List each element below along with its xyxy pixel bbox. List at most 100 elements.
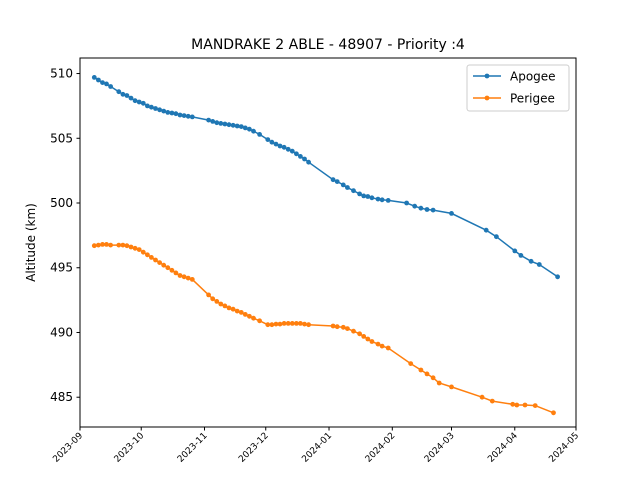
y-axis-label: Altitude (km) [24,203,38,282]
data-point-apogee [528,258,534,264]
data-point-apogee [222,121,228,127]
data-point-perigee [532,403,538,408]
data-point-apogee [132,98,138,104]
data-point-perigee [365,336,371,342]
y-tick-label: 500 [50,196,73,210]
data-point-apogee [430,207,436,213]
data-point-apogee [449,211,454,216]
data-point-apogee [161,108,167,114]
data-point-perigee [298,321,303,326]
data-point-apogee [424,207,430,212]
data-point-apogee [104,81,109,87]
data-point-apogee [285,146,291,152]
data-point-perigee [132,245,138,251]
data-point-apogee [536,262,542,267]
data-point-perigee [257,318,262,324]
data-point-perigee [242,312,248,317]
data-point-perigee [177,273,183,278]
data-point-perigee [430,375,436,381]
data-point-apogee [157,107,163,113]
data-point-perigee [222,303,228,309]
data-point-apogee [494,234,499,240]
data-point-apogee [302,156,307,162]
legend-label-apogee: Apogee [510,70,556,84]
data-point-perigee [91,243,97,249]
data-point-perigee [277,321,283,327]
data-point-apogee [185,113,191,119]
data-point-apogee [136,99,142,105]
data-point-apogee [153,106,158,111]
data-point-perigee [120,242,126,248]
legend-marker-perigee [484,95,490,101]
data-point-perigee [385,345,391,351]
data-point-perigee [181,274,187,280]
data-point-perigee [226,305,232,311]
data-point-apogee [351,188,356,194]
data-point-apogee [340,182,346,188]
data-point-perigee [449,384,454,390]
plot-frame [79,57,577,428]
data-point-apogee [294,151,299,157]
data-point-perigee [218,301,224,307]
legend-label-perigee: Perigee [510,92,555,106]
y-tick-label: 490 [50,325,73,339]
data-point-apogee [218,121,224,126]
data-point-perigee [165,265,171,271]
data-point-perigee [302,321,307,327]
data-point-perigee [124,243,130,249]
data-point-perigee [189,277,195,282]
data-point-perigee [351,328,356,334]
data-point-perigee [96,242,101,248]
data-point-apogee [96,77,101,83]
data-point-apogee [124,93,130,98]
data-point-apogee [289,148,295,154]
data-point-apogee [330,177,336,183]
data-point-apogee [518,253,524,258]
data-point-apogee [226,122,232,128]
data-point-perigee [436,380,442,386]
data-point-apogee [128,95,134,101]
data-point-perigee [489,398,495,404]
data-point-apogee [120,91,126,97]
data-point-perigee [289,321,295,326]
y-tick-label: 485 [50,390,73,404]
data-point-apogee [214,120,220,126]
data-point-perigee [140,249,146,255]
data-point-apogee [385,198,391,203]
data-point-apogee [145,103,150,109]
data-point-apogee [273,141,279,147]
data-point-perigee [345,326,350,331]
data-point-perigee [108,242,113,248]
data-point-apogee [108,84,113,89]
data-point-perigee [145,252,150,258]
data-point-perigee [169,267,175,273]
data-point-perigee [128,244,134,250]
data-point-perigee [285,321,291,326]
data-point-perigee [238,310,244,315]
data-point-apogee [116,89,122,95]
data-point-perigee [379,343,385,349]
data-point-perigee [161,262,167,268]
data-point-apogee [100,80,105,85]
data-point-apogee [365,194,371,199]
data-point-apogee [306,159,311,165]
data-point-perigee [157,260,163,265]
data-point-perigee [306,322,311,328]
data-point-perigee [269,322,275,328]
data-point-apogee [206,117,212,123]
data-point-apogee [149,104,154,110]
data-point-perigee [185,275,191,281]
data-point-perigee [153,257,158,263]
data-point-perigee [230,306,236,312]
data-point-apogee [512,248,518,254]
data-point-apogee [361,193,367,199]
data-point-apogee [247,126,252,132]
data-point-perigee [100,242,105,247]
data-point-apogee [379,197,385,203]
data-point-perigee [234,308,240,314]
data-point-perigee [522,402,528,408]
data-point-perigee [375,341,381,347]
data-point-perigee [104,242,109,247]
data-point-perigee [408,361,414,366]
